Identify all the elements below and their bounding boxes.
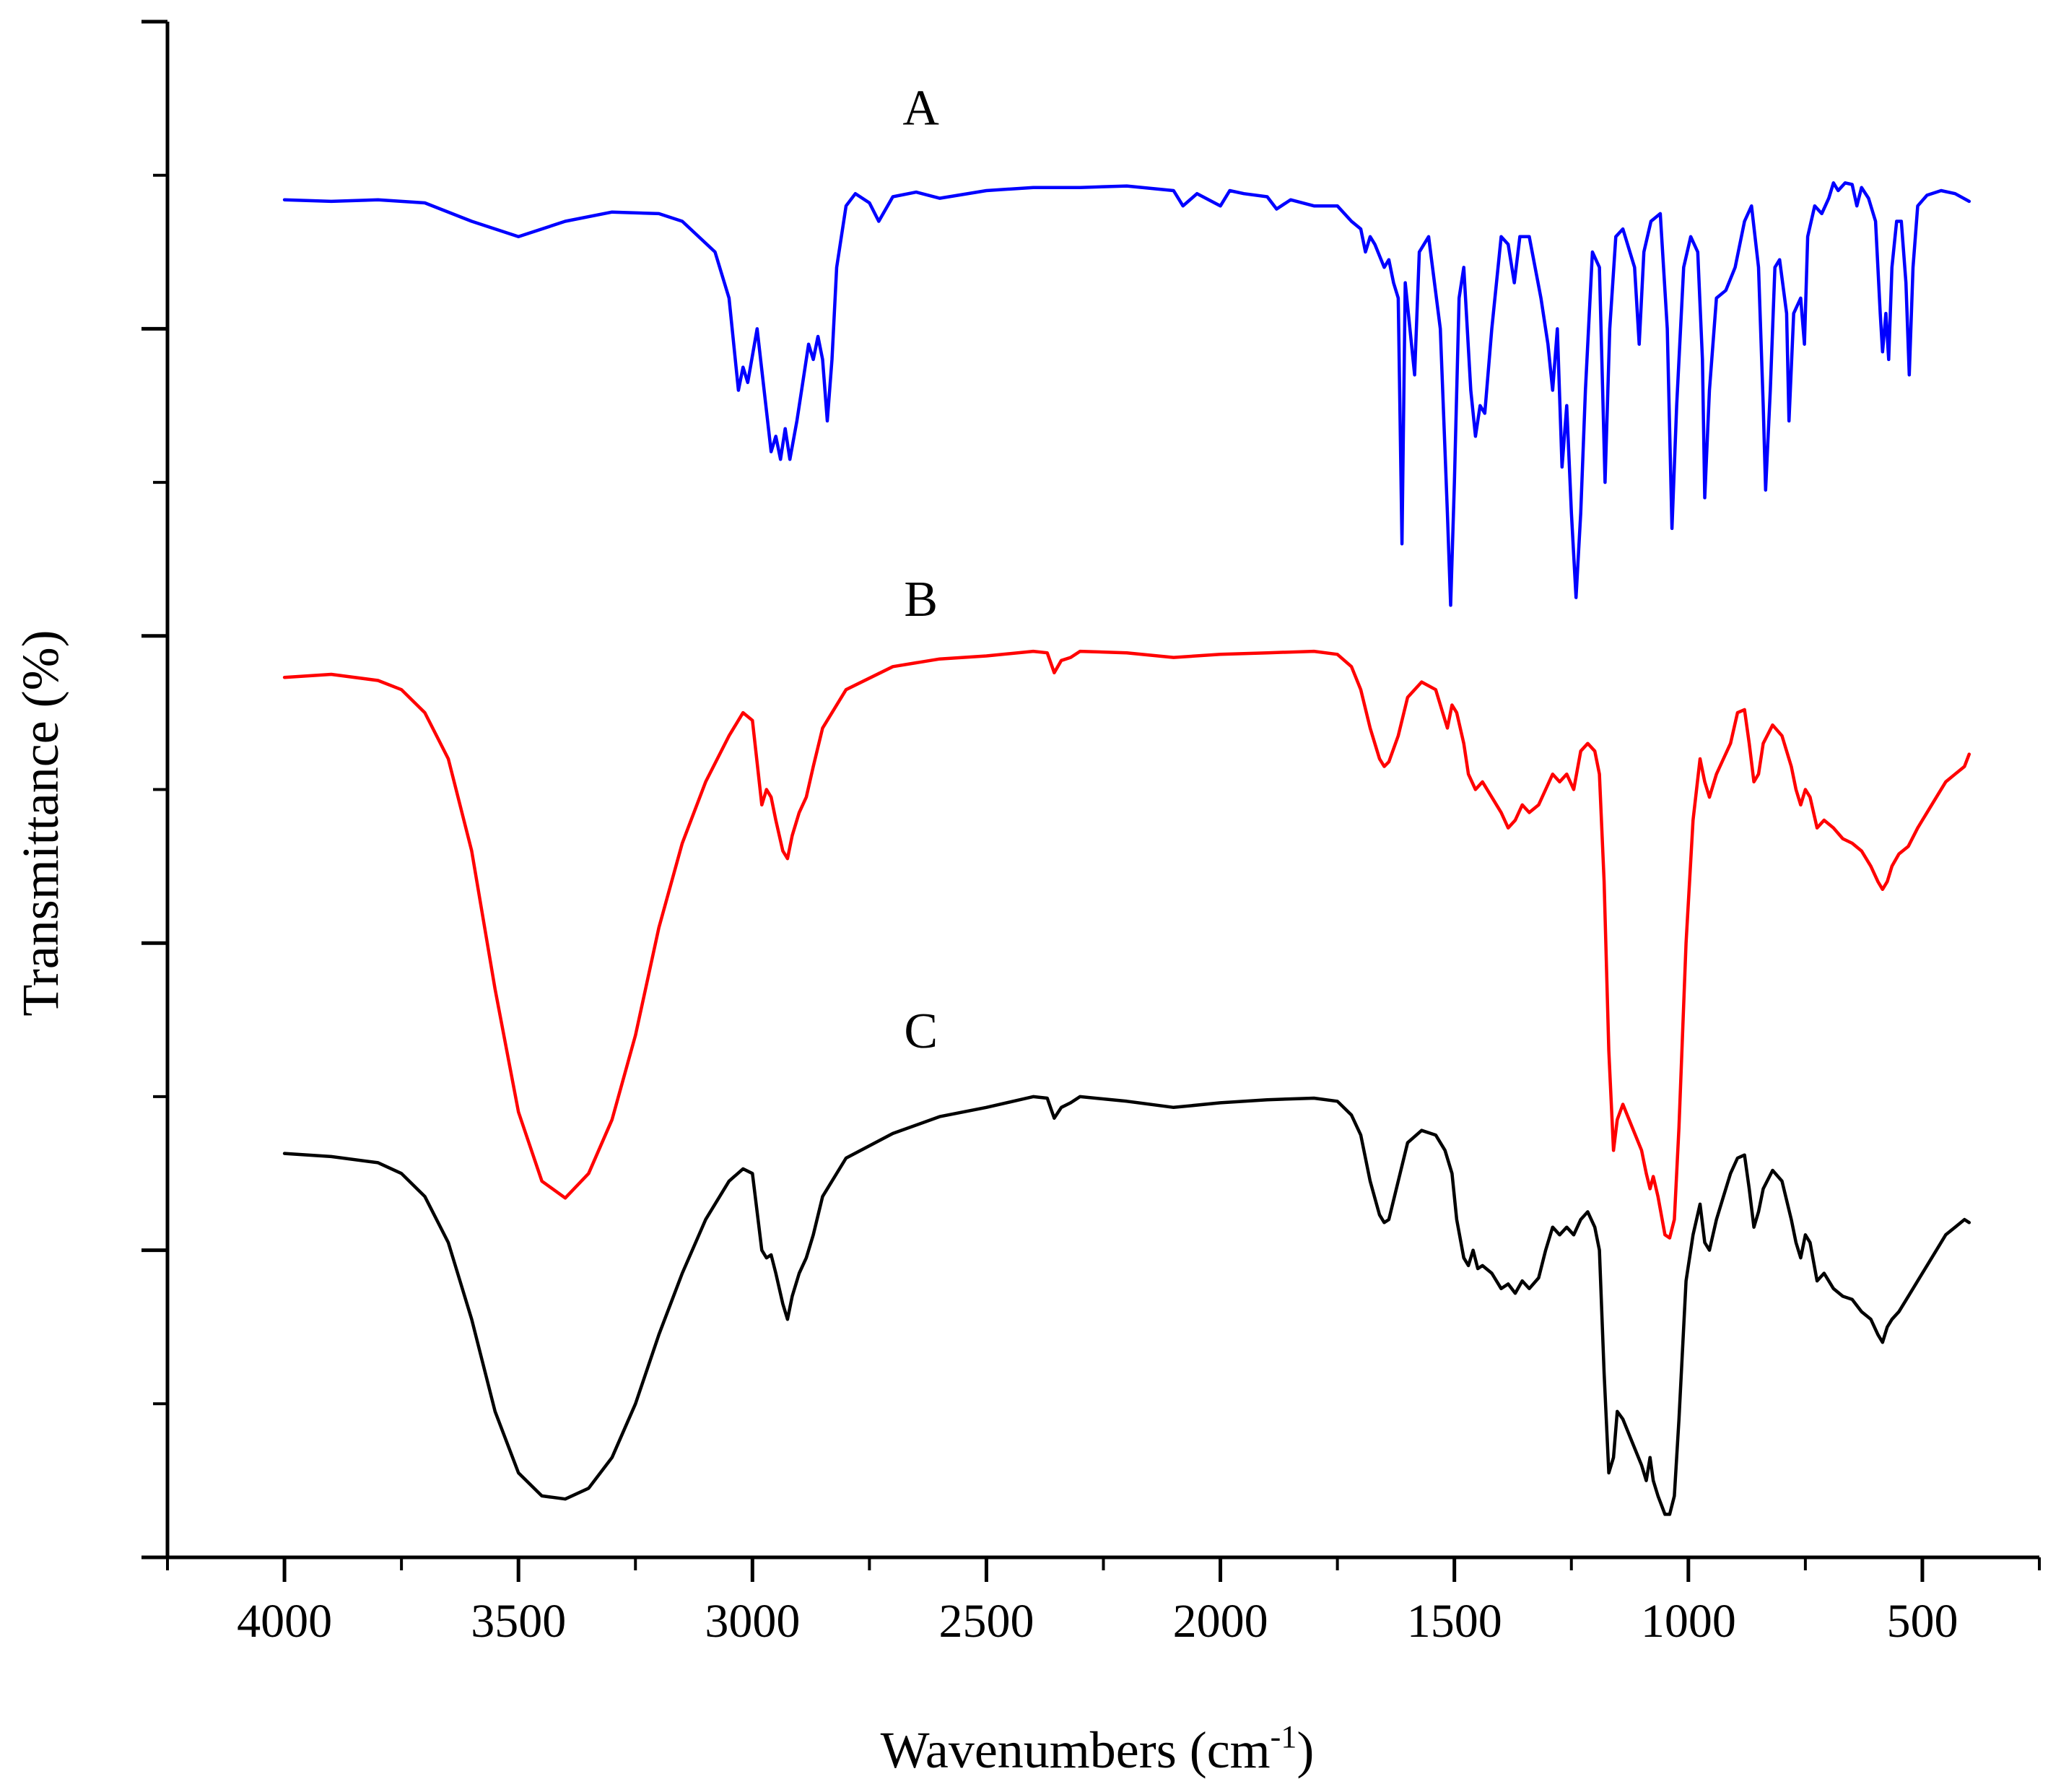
- axes: 4000 3500 3000 2500 2000 1500 1000 500: [141, 19, 2041, 1648]
- x-axis-title-close: ): [1297, 1721, 1314, 1779]
- series-label-c: C: [904, 1004, 938, 1059]
- x-tick-label: 3000: [705, 1595, 800, 1648]
- x-axis-title: Wavenumbers (cm-1): [881, 1719, 1315, 1779]
- series-line-b: [282, 649, 1971, 1240]
- x-axis-title-sup: -1: [1271, 1719, 1297, 1754]
- plot-series: [282, 181, 1971, 1516]
- x-tick-label: 2500: [938, 1595, 1034, 1648]
- x-tick-label: 2000: [1173, 1595, 1268, 1648]
- x-tick-label: 500: [1886, 1595, 1958, 1648]
- series-label-a: A: [902, 81, 939, 136]
- x-tick-label: 4000: [237, 1595, 332, 1648]
- x-tick-label: 1000: [1641, 1595, 1736, 1648]
- x-tick-label: 1500: [1407, 1595, 1502, 1648]
- series-label-b: B: [904, 572, 938, 627]
- x-axis-title-main: Wavenumbers (cm: [881, 1721, 1271, 1779]
- series-line-c: [282, 1095, 1971, 1516]
- series-line-a: [282, 181, 1971, 607]
- x-tick-label: 3500: [471, 1595, 566, 1648]
- y-axis-title: Transmittance (%): [12, 630, 69, 1016]
- series-labels: A B C: [902, 81, 939, 1059]
